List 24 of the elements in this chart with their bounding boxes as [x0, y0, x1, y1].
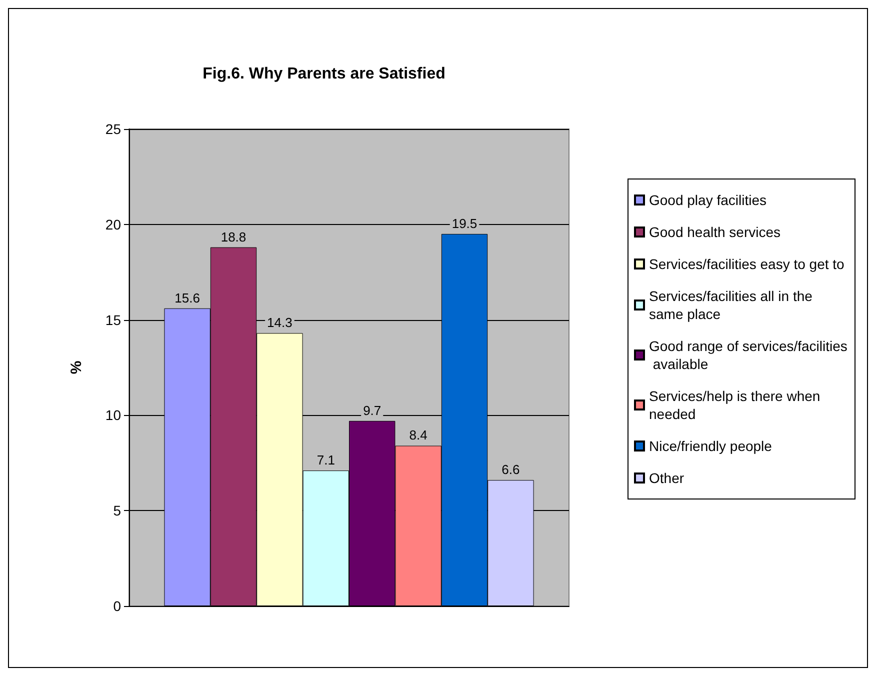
data-label: 7.1 [316, 452, 335, 468]
data-label: 6.6 [502, 462, 520, 478]
data-label: 9.7 [363, 402, 382, 418]
legend-label: Other [649, 470, 684, 486]
legend-label: Good range of services/facilities available [649, 338, 848, 372]
y-tick-label: 5 [113, 502, 122, 519]
data-label: 14.3 [267, 315, 292, 330]
legend-label: Good play facilities [649, 192, 767, 208]
y-tick-label: 0 [113, 598, 122, 614]
data-label: 18.8 [220, 229, 246, 244]
y-axis-title: % [68, 360, 85, 374]
y-tick-label: 25 [105, 121, 122, 137]
y-tick-label: 15 [105, 312, 122, 328]
legend-label: Good health services [649, 224, 781, 240]
legend-label: Services/help is there when needed [649, 388, 824, 422]
chart-title: Fig.6. Why Parents are Satisfied [202, 66, 446, 82]
y-tick-label: 20 [105, 216, 122, 232]
legend-label: Nice/friendly people [649, 438, 772, 454]
legend-label: Services/facilities easy to get to [649, 256, 845, 272]
data-label: 15.6 [174, 290, 200, 306]
legend-label: Services/facilities all in the same place [649, 288, 816, 322]
data-label: 19.5 [452, 216, 478, 231]
data-label: 8.4 [409, 428, 428, 443]
y-tick-label: 10 [105, 407, 122, 424]
